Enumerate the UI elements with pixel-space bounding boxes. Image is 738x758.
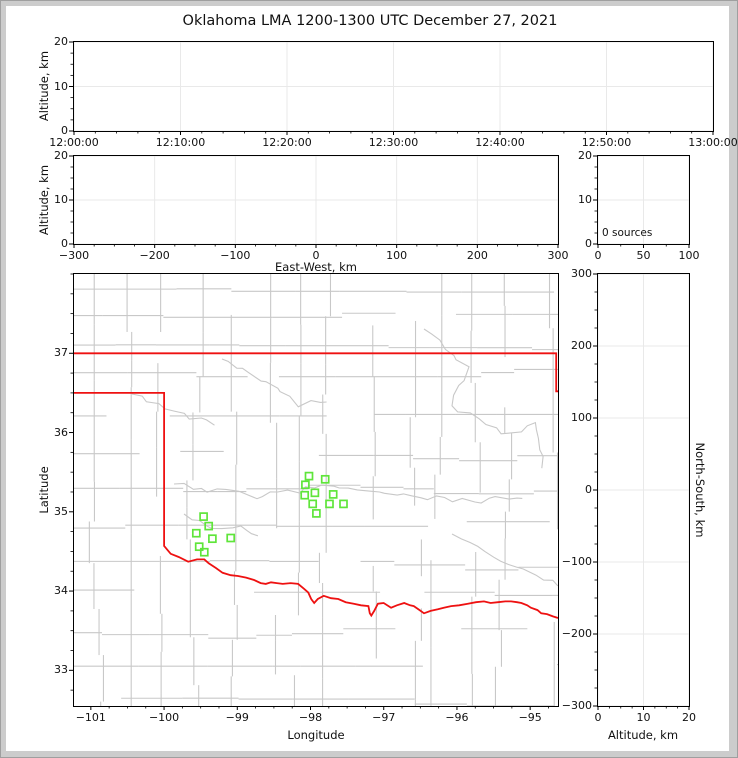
tick-label-y-time_height: 20: [54, 35, 68, 48]
tick-label-y-alt_histogram: 0: [585, 237, 592, 250]
sources-count-label: 0 sources: [602, 227, 653, 239]
tick-label-y-ew_height: 10: [54, 193, 68, 206]
xlabel-altitude-right: Altitude, km: [607, 728, 679, 742]
lma-station-marker: [208, 534, 217, 544]
tick-label-y-alt_histogram: 10: [578, 193, 592, 206]
tick-label-x-ns_height: 0: [594, 711, 602, 724]
tick-label-y-time_height: 10: [54, 79, 68, 93]
tick-label-x-ew_height: −200: [139, 249, 170, 262]
lma-station-marker: [328, 490, 338, 499]
tick-label-y-ns_height: −300: [561, 699, 592, 712]
tick-label-x-time_height: 12:30:00: [368, 136, 419, 149]
tick-label-x-time_height: 12:40:00: [475, 136, 525, 149]
tick-label-x-map: −96: [445, 711, 469, 724]
tick-label-y-ns_height: 300: [571, 267, 592, 280]
tick-label-x-time_height: 12:10:00: [155, 136, 206, 149]
panel-eastwest-height[interactable]: [73, 155, 559, 245]
panel-northsouth-height[interactable]: [597, 273, 690, 707]
panel-time-height[interactable]: [73, 41, 714, 132]
tick-label-y-ew_height: 20: [54, 149, 68, 162]
lma-station-marker: [204, 521, 214, 531]
lma-station-marker: [194, 542, 204, 552]
tick-label-x-alt_histogram: 0: [594, 249, 602, 262]
tick-label-y-ew_height: 0: [61, 237, 68, 250]
tick-label-x-time_height: 13:00:00: [688, 136, 738, 149]
tick-label-y-ns_height: 100: [571, 411, 592, 424]
oklahoma-state-border: [74, 392, 558, 619]
tick-label-y-ns_height: 0: [585, 483, 592, 496]
tick-label-x-map: −101: [75, 711, 106, 724]
tick-label-y-time_height: 0: [61, 124, 68, 137]
tick-label-x-time_height: 12:50:00: [581, 136, 632, 149]
xlabel-east-west: East-West, km: [275, 260, 357, 274]
lma-station-marker: [310, 488, 320, 498]
tick-label-x-ew_height: −100: [220, 249, 251, 262]
tick-label-y-ns_height: −100: [561, 555, 592, 568]
tick-label-x-ns_height: 10: [636, 711, 651, 724]
lma-station-marker: [301, 480, 310, 490]
tick-label-x-map: −98: [298, 711, 323, 724]
tick-label-y-map: 35: [54, 504, 68, 518]
tick-label-y-map: 36: [54, 425, 68, 439]
lma-station-marker: [226, 533, 236, 543]
ylabel-north-south: North-South, km: [693, 442, 707, 538]
figure-title: Oklahoma LMA 1200-1300 UTC December 27, …: [182, 13, 558, 29]
lma-station-marker: [312, 509, 321, 518]
tick-label-x-map: −99: [225, 711, 249, 724]
lma-station-marker: [199, 512, 208, 521]
lma-station-marker: [304, 471, 314, 481]
tick-label-x-map: −97: [372, 711, 396, 724]
lma-station-marker: [339, 499, 348, 509]
lma-station-marker: [191, 528, 201, 538]
tick-label-x-ew_height: 200: [466, 249, 488, 262]
tick-label-x-time_height: 12:20:00: [262, 136, 312, 149]
lma-station-marker: [300, 490, 310, 500]
xlabel-longitude: Longitude: [287, 728, 345, 742]
panel-altitude-histogram[interactable]: [597, 155, 690, 245]
tick-label-x-ew_height: 100: [386, 249, 408, 262]
tick-label-x-map: −100: [148, 711, 180, 724]
tick-label-y-alt_histogram: 20: [578, 149, 592, 162]
tick-label-x-ew_height: 300: [547, 249, 569, 262]
tick-label-x-ew_height: 0: [312, 249, 320, 262]
tick-label-y-map: 37: [54, 346, 68, 360]
lma-station-marker: [308, 499, 318, 509]
tick-label-x-time_height: 12:00:00: [49, 136, 99, 149]
tick-label-x-alt_histogram: 50: [636, 249, 651, 262]
tick-label-x-map: −95: [518, 711, 542, 724]
tick-label-x-ns_height: 20: [682, 711, 696, 724]
panel-plan-view-map[interactable]: [73, 273, 559, 707]
tick-label-x-alt_histogram: 100: [678, 249, 700, 262]
tick-label-y-map: 33: [54, 663, 68, 677]
lma-station-marker: [320, 474, 330, 484]
tick-label-y-ns_height: 200: [571, 339, 592, 352]
lma-station-marker: [325, 499, 334, 509]
oklahoma-state-border: [74, 352, 558, 393]
tick-label-y-ns_height: −200: [561, 627, 592, 640]
tick-label-y-map: 34: [54, 584, 68, 598]
tick-label-x-ew_height: −300: [58, 249, 90, 262]
lma-station-marker: [199, 547, 209, 557]
